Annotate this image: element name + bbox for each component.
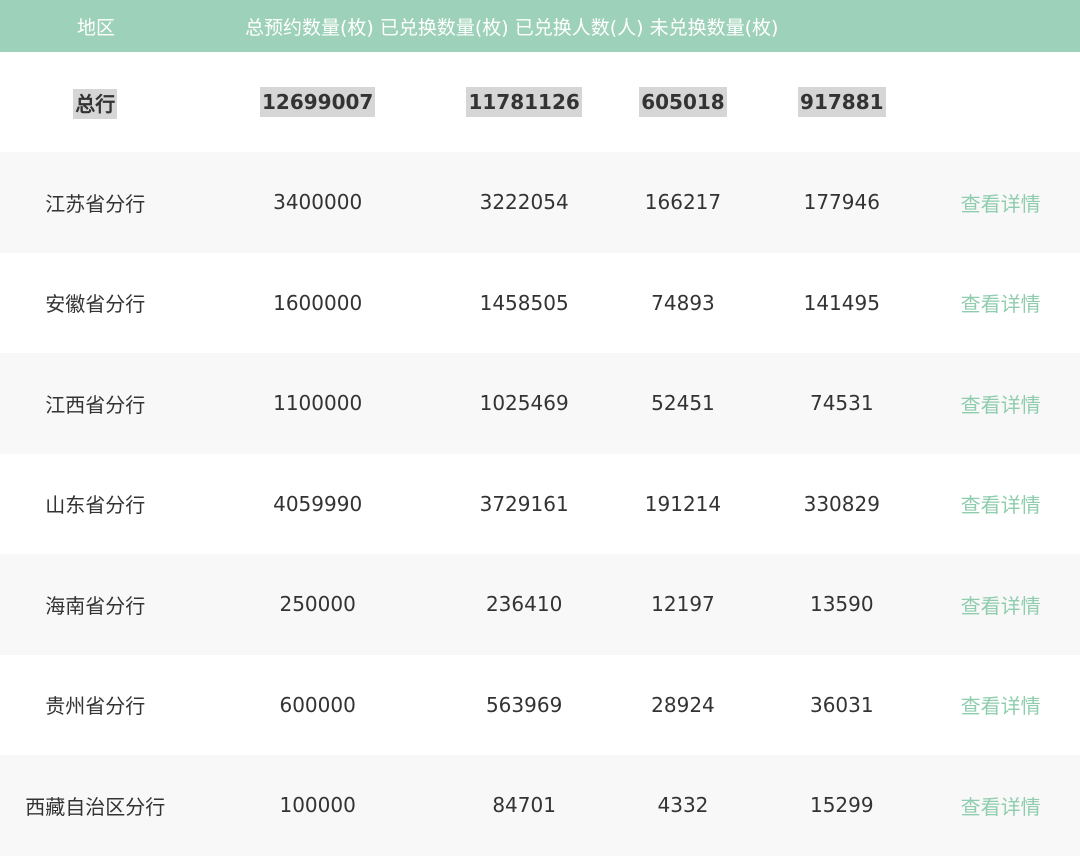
table-row: 安徽省分行 1600000 1458505 74893 141495 查看详情	[0, 252, 1080, 353]
header-people: 已兑换人数(人)	[514, 16, 644, 39]
table-header: 地区 总预约数量(枚) 已兑换数量(枚) 已兑换人数(人) 未兑换数量(枚)	[0, 0, 1080, 52]
people-cell: 166217	[644, 190, 722, 215]
header-unexchanged: 未兑换数量(枚)	[649, 16, 779, 39]
exchanged-cell: 563969	[485, 692, 563, 717]
reserved-cell: 600000	[279, 692, 356, 717]
view-details-link[interactable]: 查看详情	[960, 694, 1041, 719]
unexchanged-cell: 13590	[809, 592, 874, 617]
total-region: 总行	[73, 88, 118, 119]
exchanged-cell: 236410	[485, 592, 563, 617]
view-details-link[interactable]: 查看详情	[960, 292, 1041, 317]
header-exchanged: 已兑换数量(枚)	[379, 16, 509, 39]
reserved-cell: 1600000	[273, 290, 363, 315]
exchanged-cell: 1458505	[479, 290, 569, 315]
view-details-link[interactable]: 查看详情	[960, 593, 1041, 618]
view-details-link[interactable]: 查看详情	[960, 493, 1041, 518]
total-row: 总行 12699007 11781126 605018 917881	[0, 52, 1080, 152]
total-exchanged: 11781126	[466, 87, 582, 117]
view-details-link[interactable]: 查看详情	[960, 392, 1041, 417]
header-metrics: 总预约数量(枚) 已兑换数量(枚) 已兑换人数(人) 未兑换数量(枚)	[192, 13, 896, 40]
table-body: 江苏省分行 3400000 3222054 166217 177946 查看详情 安徽省分行…	[0, 152, 1080, 856]
region-cell: 贵州省分行	[45, 694, 146, 719]
people-cell: 74893	[651, 290, 715, 315]
people-cell: 28924	[651, 692, 715, 717]
reserved-cell: 250000	[279, 592, 356, 617]
table-row: 江西省分行 1100000 1025469 52451 74531 查看详情	[0, 353, 1080, 454]
unexchanged-cell: 141495	[803, 290, 880, 315]
reserved-cell: 100000	[279, 793, 356, 818]
exchanged-cell: 3222054	[479, 190, 569, 215]
table-row: 海南省分行 250000 236410 12197 13590 查看详情	[0, 554, 1080, 655]
view-details-link[interactable]: 查看详情	[960, 794, 1041, 819]
table-row: 江苏省分行 3400000 3222054 166217 177946 查看详情	[0, 152, 1080, 253]
reserved-cell: 3400000	[273, 190, 363, 215]
region-cell: 西藏自治区分行	[25, 794, 166, 819]
region-cell: 江苏省分行	[45, 191, 146, 216]
region-cell: 山东省分行	[45, 493, 146, 518]
region-cell: 安徽省分行	[45, 292, 146, 317]
total-people: 605018	[639, 87, 727, 117]
people-cell: 4332	[657, 793, 709, 818]
unexchanged-cell: 330829	[803, 491, 880, 516]
table-row: 贵州省分行 600000 563969 28924 36031 查看详情	[0, 654, 1080, 755]
total-unexchanged: 917881	[798, 87, 886, 117]
exchanged-cell: 3729161	[479, 491, 569, 516]
reserved-cell: 4059990	[273, 491, 363, 516]
reserved-cell: 1100000	[273, 391, 363, 416]
view-details-link[interactable]: 查看详情	[960, 191, 1041, 216]
people-cell: 12197	[651, 592, 715, 617]
people-cell: 191214	[644, 491, 722, 516]
header-reserved: 总预约数量(枚)	[245, 16, 374, 39]
unexchanged-cell: 15299	[809, 793, 874, 818]
unexchanged-cell: 74531	[809, 391, 874, 416]
unexchanged-cell: 36031	[809, 692, 874, 717]
total-reserved: 12699007	[259, 87, 376, 117]
people-cell: 52451	[651, 391, 715, 416]
table-row: 西藏自治区分行 100000 84701 4332 15299 查看详情	[0, 755, 1080, 856]
region-cell: 江西省分行	[45, 392, 146, 417]
table-row: 山东省分行 4059990 3729161 191214 330829 查看详情	[0, 453, 1080, 554]
unexchanged-cell: 177946	[803, 190, 880, 215]
region-cell: 海南省分行	[45, 593, 146, 618]
exchanged-cell: 1025469	[479, 391, 569, 416]
exchanged-cell: 84701	[492, 793, 556, 818]
header-region: 地区	[76, 16, 115, 39]
